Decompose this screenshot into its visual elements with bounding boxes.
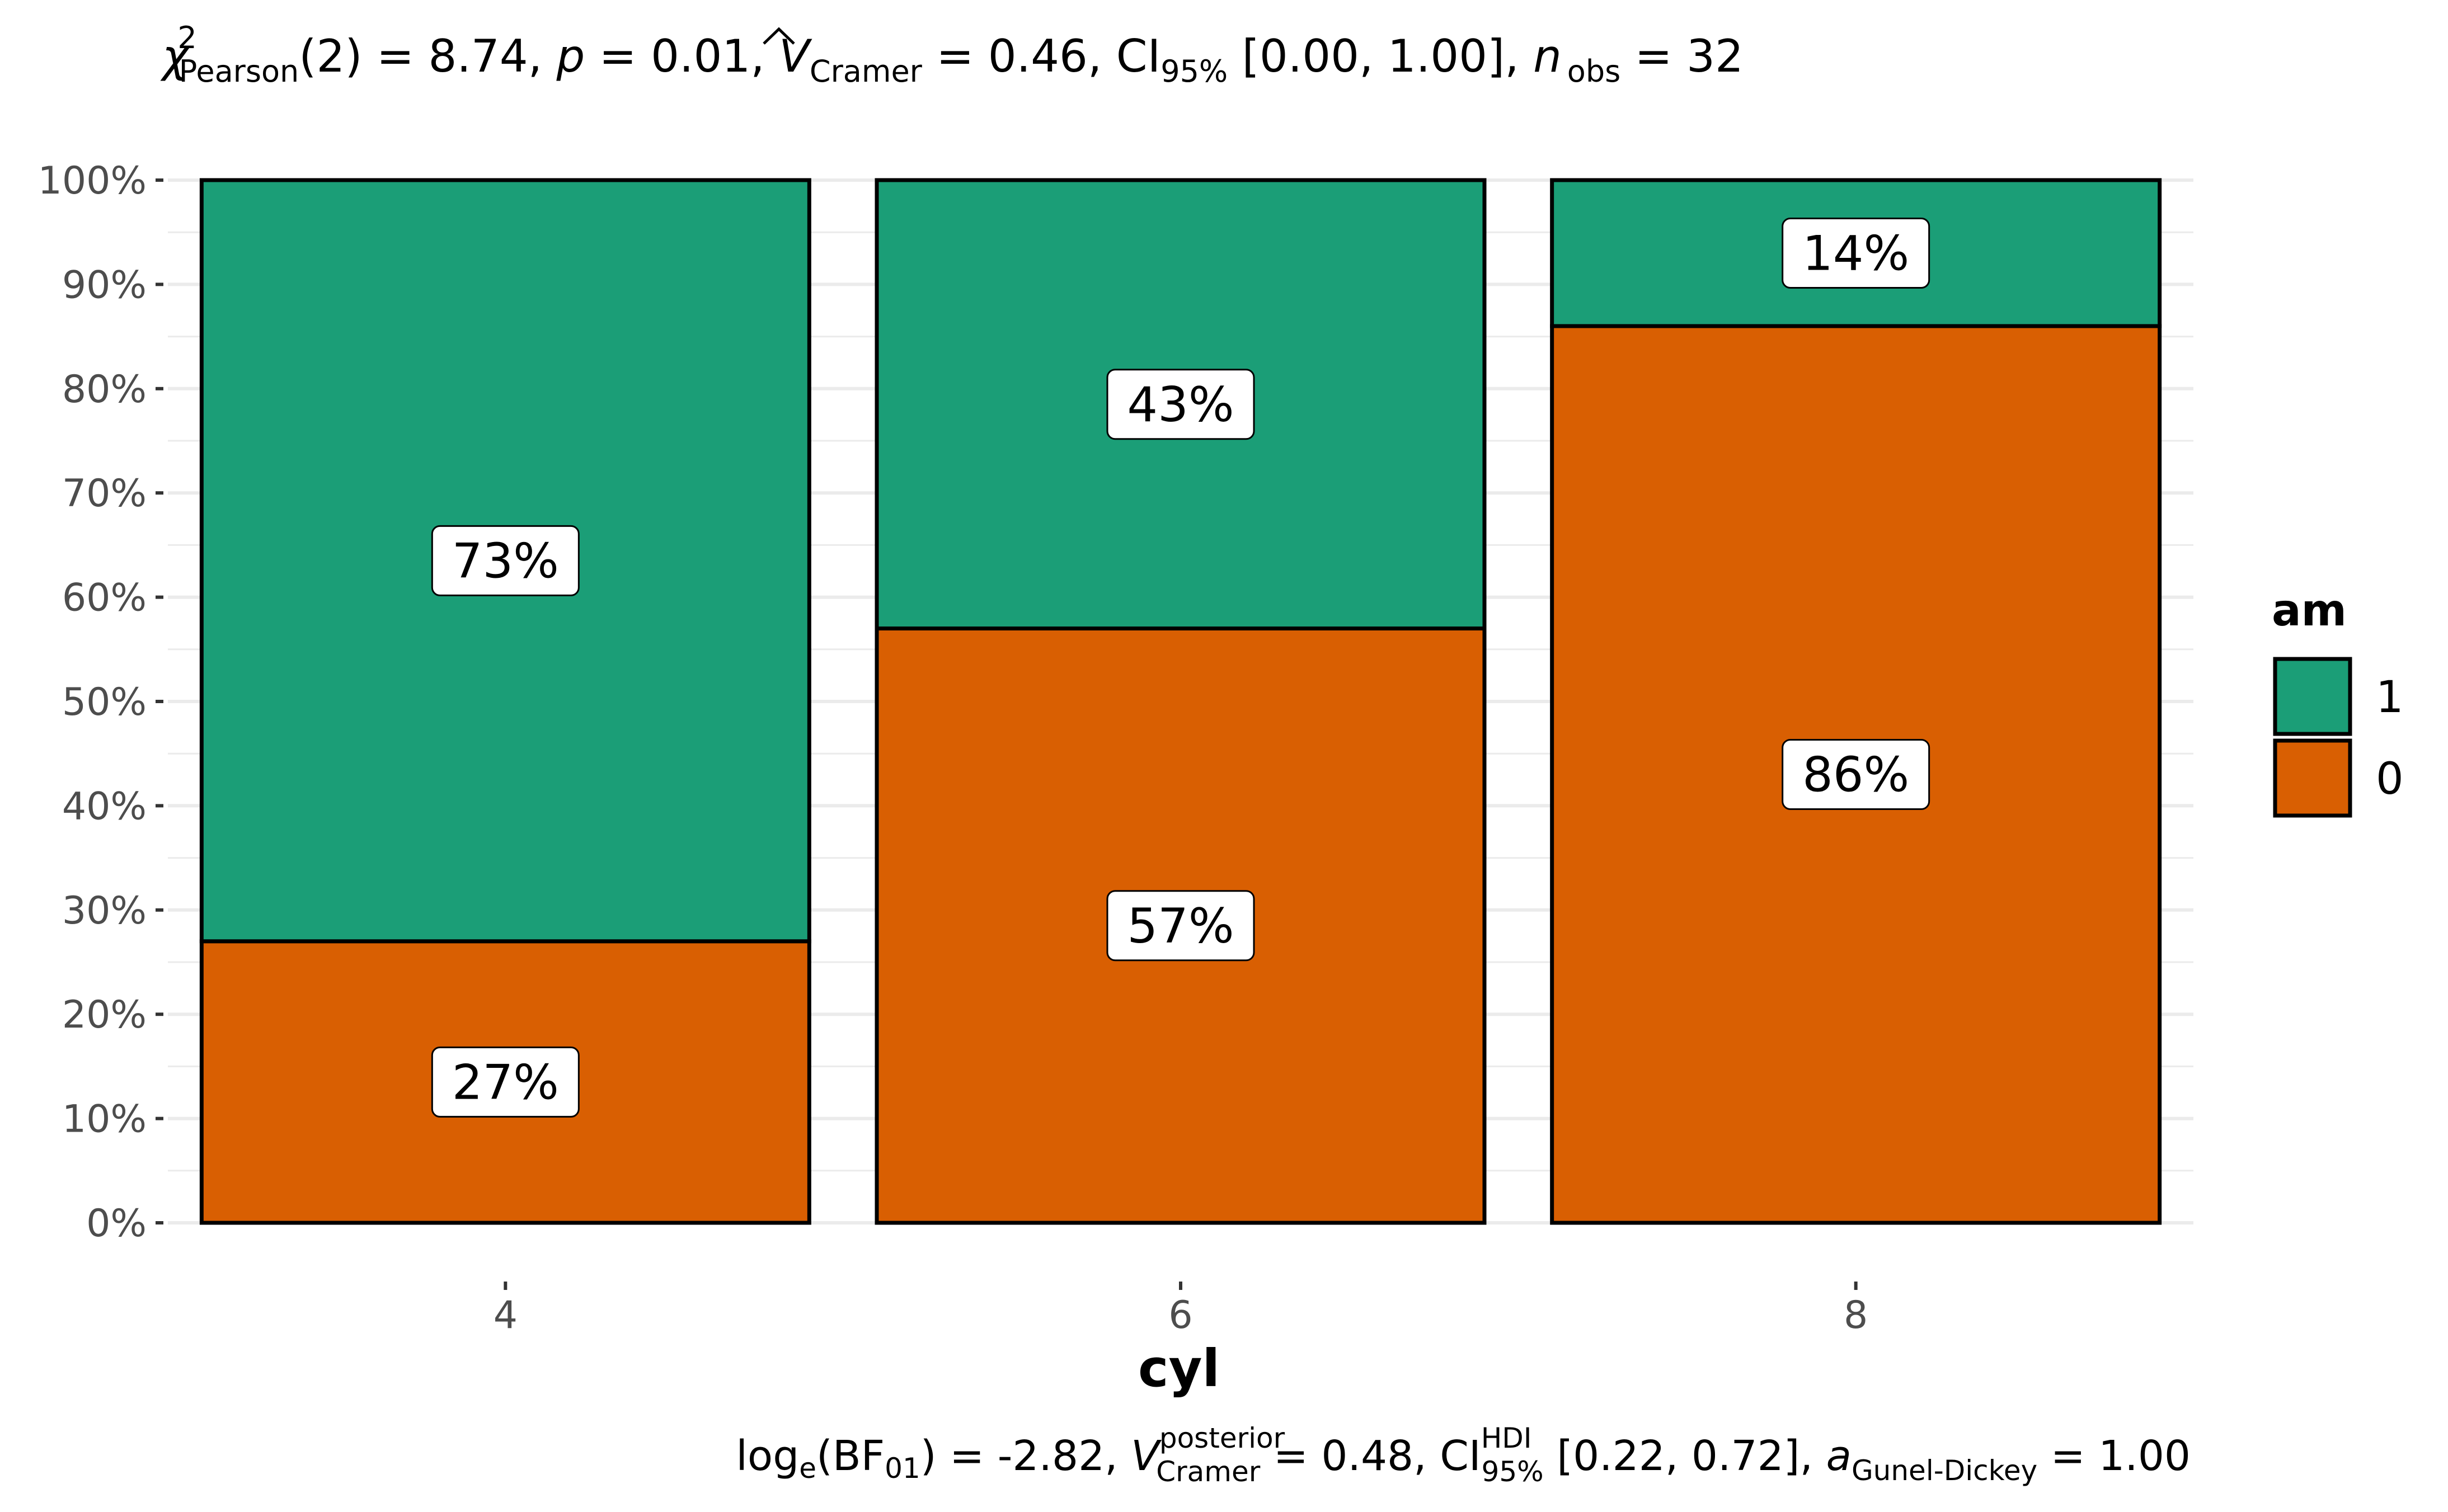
data-label-box xyxy=(1782,738,1930,810)
data-label-4-am-1: 73% xyxy=(452,533,559,589)
legend-key-1 xyxy=(2273,657,2352,736)
y-tick-label: 60% xyxy=(62,576,147,620)
data-label-6-am-0: 57% xyxy=(1127,898,1234,954)
data-label-box xyxy=(1106,369,1255,440)
y-tick-label: 0% xyxy=(86,1202,147,1246)
data-labels: 27% 73% 57% 43% 86% 14% xyxy=(431,217,1930,1118)
x-tick-label: 6 xyxy=(1168,1293,1192,1337)
data-label-8-am-0: 86% xyxy=(1802,747,1909,803)
y-tick-label: 40% xyxy=(62,784,147,828)
x-tick-label: 8 xyxy=(1844,1293,1868,1337)
legend-label-0: 0 xyxy=(2376,754,2404,804)
y-tick-label: 80% xyxy=(62,368,147,412)
y-tick-label: 50% xyxy=(62,680,147,724)
x-axis: 4 6 8 xyxy=(494,1282,1868,1337)
legend-title: am xyxy=(2272,586,2347,636)
y-axis: 0% 10% 20% 30% 40% 50% 60% 70% 80% 90% 100% xyxy=(38,159,163,1246)
legend-label-1: 1 xyxy=(2376,672,2404,723)
y-tick-label: 10% xyxy=(62,1098,147,1142)
y-tick-label: 100% xyxy=(38,159,147,203)
y-tick-label: 90% xyxy=(62,263,147,307)
chart-subtitle: χ2 Pearson(2) = 8.74, p = 0.01, VCramer =… xyxy=(160,20,1744,89)
data-label-8-am-1: 14% xyxy=(1802,225,1909,281)
legend-key-0 xyxy=(2273,738,2352,818)
data-label-4-am-0: 27% xyxy=(452,1054,559,1110)
subtitle-v-hat xyxy=(763,27,795,45)
data-label-box xyxy=(431,1046,580,1118)
x-tick-label: 4 xyxy=(494,1293,518,1337)
y-tick-label: 70% xyxy=(62,472,147,516)
chart-caption: loge(BF01) = -2.82, Vposterior Cramer = 0… xyxy=(736,1422,2191,1488)
data-label-box xyxy=(1106,890,1255,962)
data-label-box xyxy=(1782,217,1930,289)
y-tick-label: 20% xyxy=(62,993,147,1037)
x-axis-title: cyl xyxy=(1138,1339,1220,1398)
legend: am 1 0 xyxy=(2272,586,2404,818)
data-label-6-am-1: 43% xyxy=(1127,377,1234,433)
y-tick-label: 30% xyxy=(62,889,147,933)
data-label-box xyxy=(431,525,580,596)
